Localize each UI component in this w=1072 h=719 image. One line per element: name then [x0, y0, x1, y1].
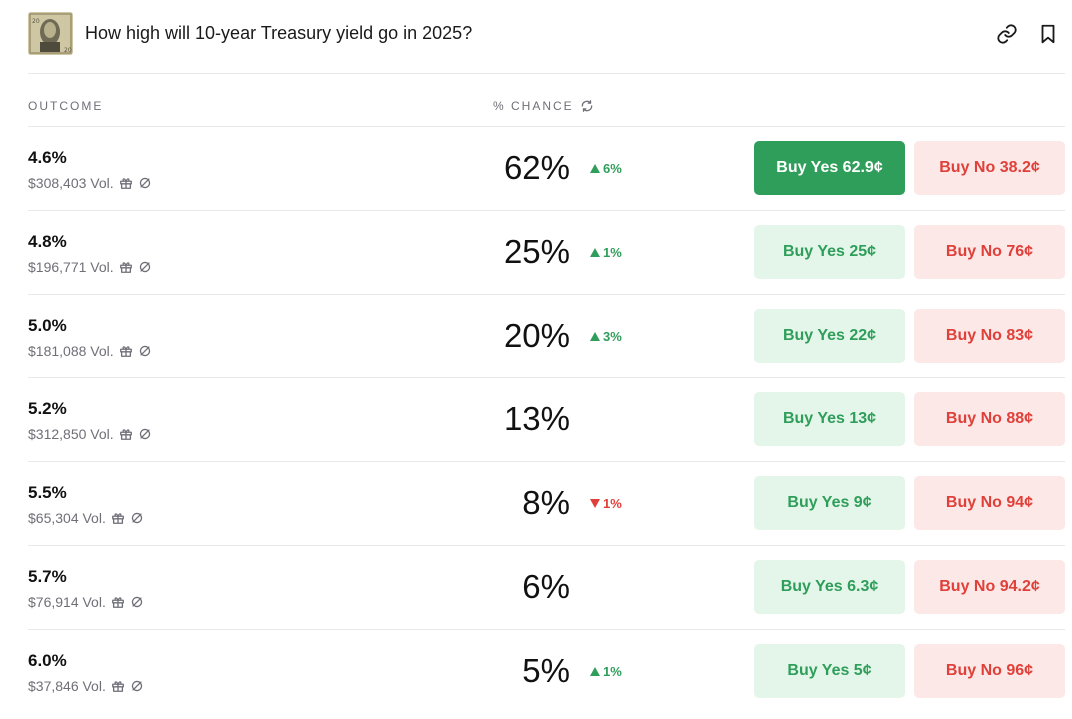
volume-text: $76,914 Vol.: [28, 593, 106, 610]
recurring-icon[interactable]: [130, 511, 144, 525]
arrow-down-icon: [590, 496, 600, 511]
chance-value: 13%: [503, 400, 570, 438]
volume-text: $196,771 Vol.: [28, 258, 114, 275]
buy-no-button[interactable]: Buy No 94¢: [914, 476, 1065, 531]
recurring-icon[interactable]: [138, 176, 152, 190]
volume-line: $196,771 Vol.: [28, 259, 152, 275]
volume-text: $181,088 Vol.: [28, 342, 114, 359]
gift-icon[interactable]: [111, 679, 125, 693]
arrow-up-icon: [590, 161, 600, 176]
chance-value: 6%: [522, 567, 570, 605]
volume-line: $308,403 Vol.: [28, 175, 152, 191]
chance-change: 1%: [590, 664, 622, 679]
gift-icon[interactable]: [119, 260, 133, 274]
outcome-label: 5.2%: [28, 399, 67, 419]
outcome-list: 4.6% $308,403 Vol. 62% 6% Buy Yes 62.9¢ …: [28, 126, 1065, 713]
outcome-row[interactable]: 5.7% $76,914 Vol. 6% Buy Yes 6.3¢ Buy No…: [28, 544, 1065, 629]
volume-text: $37,846 Vol.: [28, 677, 106, 694]
volume-line: $181,088 Vol.: [28, 343, 152, 359]
chance-value: 62%: [503, 149, 570, 186]
outcome-label: 5.0%: [28, 315, 67, 335]
buy-no-button[interactable]: Buy No 88¢: [914, 392, 1065, 447]
recurring-icon[interactable]: [138, 260, 152, 274]
outcome-row[interactable]: 5.0% $181,088 Vol. 20% 3% Buy Yes 22¢ Bu…: [28, 293, 1065, 378]
bookmark-icon[interactable]: [1037, 23, 1059, 45]
chance-cell: 8% 1%: [468, 484, 628, 524]
chance-value: 25%: [503, 232, 570, 270]
chance-change-value: 1%: [603, 496, 622, 512]
chance-cell: 5% 1%: [468, 652, 628, 692]
chance-cell: 25% 1%: [468, 233, 628, 273]
outcome-label: 4.8%: [28, 231, 67, 251]
outcome-row[interactable]: 6.0% $37,846 Vol. 5% 1% Buy Yes 5¢ Buy N…: [28, 628, 1065, 713]
outcome-row[interactable]: 5.2% $312,850 Vol. 13% Buy Yes 13¢ Buy N…: [28, 377, 1065, 461]
refresh-icon[interactable]: [580, 99, 594, 113]
chance-value: 20%: [503, 316, 570, 354]
gift-icon[interactable]: [111, 595, 125, 609]
volume-line: $37,846 Vol.: [28, 678, 144, 694]
buy-yes-button[interactable]: Buy Yes 9¢: [754, 476, 905, 531]
volume-line: $76,914 Vol.: [28, 594, 144, 610]
volume-line: $312,850 Vol.: [28, 426, 152, 442]
outcome-row[interactable]: 5.5% $65,304 Vol. 8% 1% Buy Yes 9¢ Buy N…: [28, 461, 1065, 545]
recurring-icon[interactable]: [130, 595, 144, 609]
buy-no-button[interactable]: Buy No 38.2¢: [914, 141, 1065, 195]
chance-change: 6%: [590, 161, 622, 176]
outcome-row[interactable]: 4.6% $308,403 Vol. 62% 6% Buy Yes 62.9¢ …: [28, 126, 1065, 210]
chance-cell: 62% 6%: [468, 149, 628, 189]
buy-yes-button[interactable]: Buy Yes 5¢: [754, 643, 905, 698]
recurring-icon[interactable]: [130, 679, 144, 693]
market-header: 20 20 How high will 10-year Treasury yie…: [28, 12, 1065, 74]
chance-value: 5%: [522, 651, 570, 689]
buy-no-button[interactable]: Buy No 83¢: [914, 308, 1065, 363]
outcome-label: 4.6%: [28, 148, 67, 167]
volume-text: $65,304 Vol.: [28, 510, 106, 527]
chance-change-value: 1%: [603, 663, 622, 679]
chance-change: 1%: [590, 496, 622, 511]
outcome-label: 5.5%: [28, 483, 67, 503]
gift-icon[interactable]: [119, 427, 133, 441]
chance-column-header: % CHANCE: [493, 99, 594, 113]
arrow-up-icon: [590, 329, 600, 344]
market-title: How high will 10-year Treasury yield go …: [85, 23, 473, 43]
gift-icon[interactable]: [119, 344, 133, 358]
buy-no-button[interactable]: Buy No 76¢: [914, 224, 1065, 279]
arrow-up-icon: [590, 664, 600, 679]
outcome-label: 5.7%: [28, 566, 67, 586]
buy-yes-button[interactable]: Buy Yes 22¢: [754, 308, 905, 363]
volume-text: $312,850 Vol.: [28, 426, 114, 443]
arrow-up-icon: [590, 245, 600, 260]
link-icon[interactable]: [996, 23, 1018, 45]
svg-text:20: 20: [64, 47, 72, 54]
buy-no-button[interactable]: Buy No 96¢: [914, 643, 1065, 698]
outcome-label: 6.0%: [28, 650, 67, 670]
buy-yes-button[interactable]: Buy Yes 62.9¢: [754, 141, 905, 195]
outcome-column-header: OUTCOME: [28, 99, 104, 113]
recurring-icon[interactable]: [138, 427, 152, 441]
chance-column-label: % CHANCE: [493, 99, 574, 113]
buy-yes-button[interactable]: Buy Yes 13¢: [754, 392, 905, 447]
chance-change-value: 6%: [603, 161, 622, 176]
outcome-row[interactable]: 4.8% $196,771 Vol. 25% 1% Buy Yes 25¢ Bu…: [28, 209, 1065, 294]
gift-icon[interactable]: [119, 176, 133, 190]
buy-yes-button[interactable]: Buy Yes 6.3¢: [754, 559, 905, 614]
chance-change: 3%: [590, 329, 622, 344]
buy-no-button[interactable]: Buy No 94.2¢: [914, 559, 1065, 614]
buy-yes-button[interactable]: Buy Yes 25¢: [754, 224, 905, 279]
chance-cell: 13%: [468, 400, 628, 440]
gift-icon[interactable]: [111, 511, 125, 525]
svg-text:20: 20: [32, 18, 40, 25]
volume-text: $308,403 Vol.: [28, 175, 114, 191]
chance-value: 8%: [522, 484, 570, 522]
market-thumbnail-image: 20 20: [28, 12, 73, 55]
chance-cell: 20% 3%: [468, 317, 628, 357]
recurring-icon[interactable]: [138, 344, 152, 358]
chance-cell: 6%: [468, 568, 628, 608]
chance-change-value: 1%: [603, 244, 622, 260]
chance-change: 1%: [590, 245, 622, 260]
volume-line: $65,304 Vol.: [28, 510, 144, 526]
chance-change-value: 3%: [603, 328, 622, 344]
